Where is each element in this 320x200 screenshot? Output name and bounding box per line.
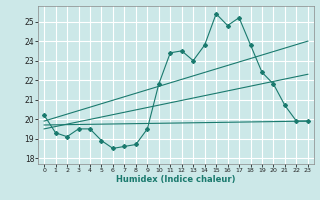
- X-axis label: Humidex (Indice chaleur): Humidex (Indice chaleur): [116, 175, 236, 184]
